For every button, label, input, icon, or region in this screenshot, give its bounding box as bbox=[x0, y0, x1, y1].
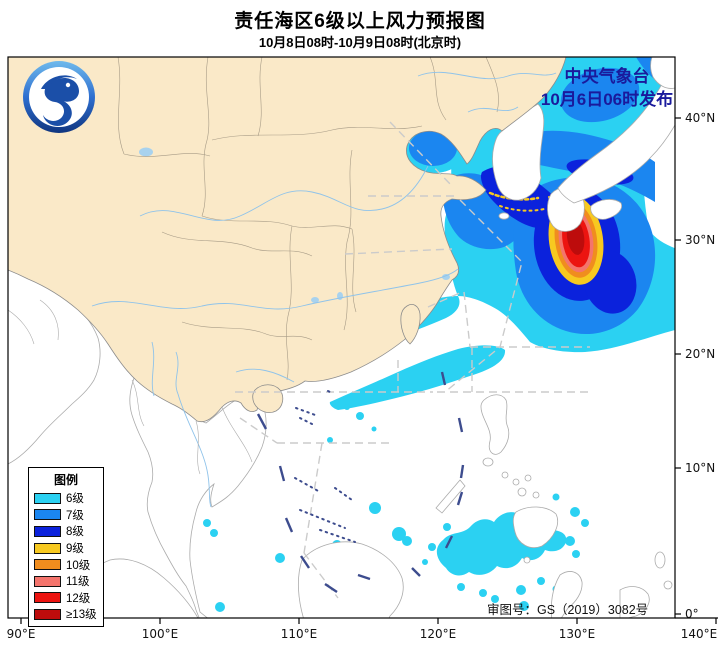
lat-axis-label: 0° bbox=[685, 607, 699, 621]
legend-box: 图例 6级 7级 8级 9级 10级 11级 12级 ≥13级 bbox=[28, 467, 104, 627]
sea-zone-boundaries bbox=[235, 121, 592, 599]
island-specks bbox=[294, 390, 356, 543]
legend-row: 6级 bbox=[29, 490, 103, 507]
legend-swatch bbox=[34, 608, 61, 620]
lat-axis-label: 40°N bbox=[685, 111, 715, 125]
legend-row: 7级 bbox=[29, 507, 103, 524]
longitude-labels: 90°E 100°E 110°E 120°E 130°E 140°E bbox=[7, 627, 718, 641]
legend-label: 7级 bbox=[66, 509, 84, 522]
cma-logo-icon bbox=[23, 61, 95, 133]
legend-label: ≥13级 bbox=[66, 609, 97, 622]
lon-axis-label: 100°E bbox=[142, 627, 179, 641]
legend-swatch bbox=[34, 559, 61, 571]
legend-label: 12级 bbox=[66, 592, 91, 605]
legend-row: 11级 bbox=[29, 573, 103, 590]
province-borders bbox=[117, 57, 499, 381]
legend-swatch bbox=[34, 542, 61, 554]
legend-swatch bbox=[34, 525, 61, 537]
map-border bbox=[7, 56, 718, 619]
lat-axis-label: 30°N bbox=[685, 233, 715, 247]
legend-label: 10级 bbox=[66, 559, 91, 572]
legend-swatch bbox=[34, 492, 61, 504]
lat-axis-label: 20°N bbox=[685, 347, 715, 361]
legend-swatch bbox=[34, 575, 61, 587]
latitude-labels: 40°N 30°N 20°N 10°N 0° bbox=[685, 111, 715, 621]
legend-title: 图例 bbox=[53, 473, 78, 487]
lon-axis-label: 90°E bbox=[7, 627, 36, 641]
legend-label: 11级 bbox=[66, 576, 90, 589]
legend-swatch bbox=[34, 592, 61, 604]
lon-axis-label: 140°E bbox=[681, 627, 718, 641]
legend-row: 8级 bbox=[29, 523, 103, 540]
rivers bbox=[91, 71, 557, 508]
nine-dash-line bbox=[256, 371, 465, 593]
foreign-land bbox=[8, 57, 675, 618]
lon-axis-label: 130°E bbox=[559, 627, 596, 641]
page-subtitle: 10月8日08时-10月9日08时(北京时) bbox=[258, 35, 462, 50]
issue-time: 10月6日06时发布 bbox=[540, 89, 674, 109]
legend-row: ≥13级 bbox=[29, 606, 103, 623]
foreign-borders bbox=[8, 299, 253, 475]
map-credit: 审图号：GS（2019）3082号 bbox=[487, 603, 649, 617]
lon-axis-label: 120°E bbox=[420, 627, 457, 641]
lakes bbox=[139, 147, 450, 303]
legend-row: 10级 bbox=[29, 556, 103, 573]
legend-label: 8级 bbox=[66, 526, 84, 539]
lon-axis-label: 110°E bbox=[281, 627, 318, 641]
issuer-name: 中央气象台 bbox=[564, 67, 650, 86]
legend-label: 6级 bbox=[66, 493, 84, 506]
page-title: 责任海区6级以上风力预报图 bbox=[234, 11, 486, 32]
axis-ticks bbox=[20, 117, 717, 624]
legend-row: 12级 bbox=[29, 590, 103, 607]
lat-axis-label: 10°N bbox=[685, 461, 715, 475]
legend-swatch bbox=[34, 509, 61, 521]
legend-label: 9级 bbox=[66, 543, 84, 556]
issuer-banner: 中央气象台 10月6日06时发布 bbox=[512, 66, 702, 112]
legend-row: 9级 bbox=[29, 540, 103, 557]
taiwan-island bbox=[400, 304, 421, 345]
